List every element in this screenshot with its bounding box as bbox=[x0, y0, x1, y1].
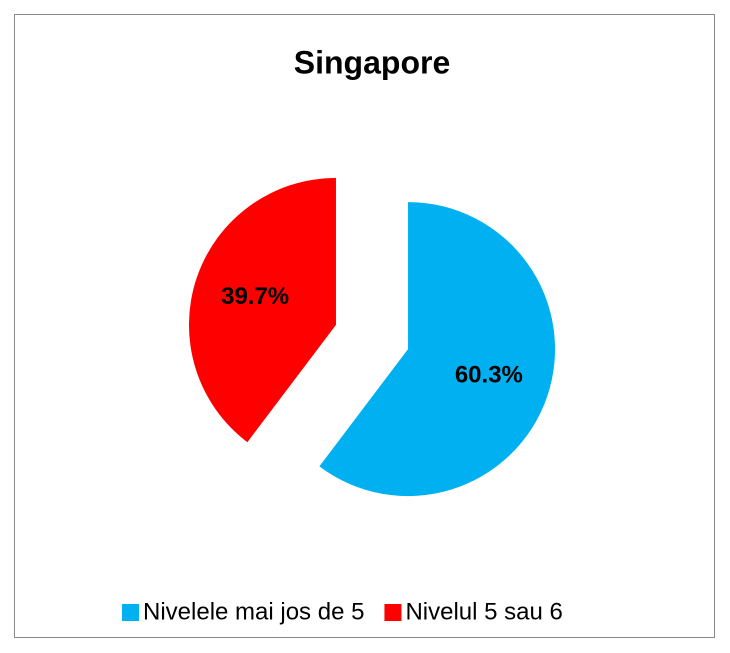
legend-swatch bbox=[384, 604, 402, 621]
legend-swatch bbox=[122, 604, 139, 621]
pie-slice bbox=[188, 177, 336, 443]
chart-title: Singapore bbox=[294, 44, 450, 80]
data-label: 39.7% bbox=[221, 283, 289, 310]
data-label: 60.3% bbox=[455, 362, 523, 389]
legend-label: Nivelul 5 sau 6 bbox=[405, 598, 562, 625]
pie-slice bbox=[319, 202, 556, 497]
chart-border bbox=[14, 14, 715, 638]
legend-label: Nivelele mai jos de 5 bbox=[143, 598, 364, 625]
